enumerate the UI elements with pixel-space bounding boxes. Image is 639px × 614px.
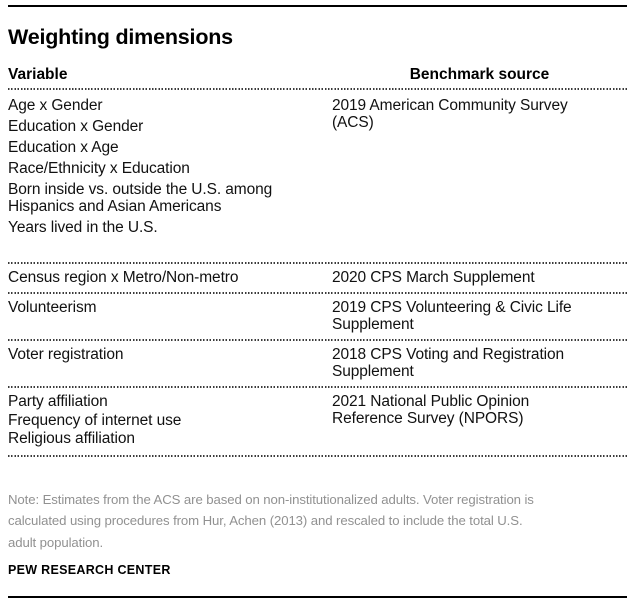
source-attribution: PEW RESEARCH CENTER (8, 563, 171, 577)
variable-item: Frequency of internet use (8, 411, 182, 429)
variable-cell: Party affiliation Frequency of internet … (8, 393, 308, 449)
table-row: Party affiliation Frequency of internet … (8, 388, 627, 455)
table-row: Census region x Metro/Non-metro 2020 CPS… (8, 264, 627, 292)
variable-item: Religious affiliation (8, 430, 135, 447)
table-row: Voter registration 2018 CPS Voting and R… (8, 341, 627, 386)
benchmark-source-text: 2019 American Community Survey (ACS) (332, 97, 568, 131)
benchmark-source-text: 2021 National Public Opinion Reference S… (332, 393, 530, 427)
header-divider (8, 88, 627, 90)
variable-item: Census region x Metro/Non-metro (8, 269, 239, 286)
variable-cell: Census region x Metro/Non-metro (8, 269, 308, 286)
row-divider (8, 262, 627, 264)
benchmark-source-text: 2019 CPS Volunteering & Civic Life Suppl… (332, 299, 572, 333)
benchmark-source-text: 2018 CPS Voting and Registration Supplem… (332, 346, 565, 380)
variable-item: Years lived in the U.S. (8, 219, 158, 236)
variable-item: Education x Age (8, 139, 119, 156)
variable-cell: Age x Gender Education x Gender Educatio… (8, 97, 308, 236)
column-header-variable: Variable (8, 66, 68, 83)
row-divider (8, 292, 627, 294)
note-text: Note: Estimates from the ACS are based o… (8, 491, 534, 550)
table-row: Volunteerism 2019 CPS Volunteering & Civ… (8, 294, 627, 339)
figure-container: Weighting dimensions Variable Benchmark … (0, 5, 639, 598)
benchmark-source-text: 2020 CPS March Supplement (332, 269, 535, 286)
variable-item: Party affiliation (8, 393, 108, 410)
benchmark-cell: 2019 American Community Survey (ACS) (332, 97, 627, 236)
benchmark-cell: 2019 CPS Volunteering & Civic Life Suppl… (332, 299, 627, 333)
top-rule (8, 5, 627, 7)
variable-item: Voter registration (8, 346, 124, 363)
row-divider (8, 386, 627, 388)
row-divider (8, 339, 627, 341)
variable-item: Education x Gender (8, 118, 144, 135)
table-header-row: Variable Benchmark source (8, 65, 627, 84)
variable-item: Race/Ethnicity x Education (8, 160, 190, 177)
column-header-benchmark: Benchmark source (409, 66, 550, 83)
benchmark-cell: 2020 CPS March Supplement (332, 269, 627, 286)
benchmark-cell: 2018 CPS Voting and Registration Supplem… (332, 346, 627, 380)
benchmark-cell: 2021 National Public Opinion Reference S… (332, 393, 627, 449)
variable-item: Volunteerism (8, 299, 97, 316)
page-title: Weighting dimensions (8, 25, 233, 49)
variable-item: Born inside vs. outside the U.S. among H… (8, 181, 273, 215)
bottom-rule (8, 596, 627, 598)
variable-item: Age x Gender (8, 97, 103, 114)
variable-cell: Voter registration (8, 346, 308, 380)
row-divider (8, 454, 627, 457)
table-row: Age x Gender Education x Gender Educatio… (8, 90, 627, 262)
variable-cell: Volunteerism (8, 299, 308, 333)
